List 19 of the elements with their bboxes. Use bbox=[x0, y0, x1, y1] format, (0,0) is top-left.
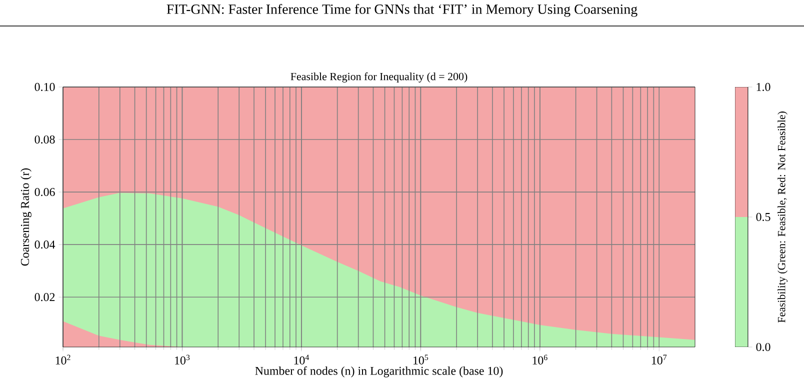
x-tick-label: 10$^{6}$ bbox=[532, 354, 548, 364]
y-axis-title: Coarsening Ratio (r) bbox=[20, 168, 32, 266]
y-tick-label: 0.08 bbox=[34, 135, 55, 144]
x-tick-label: 10$^{2}$ bbox=[56, 354, 70, 364]
color-bar-label: 0.5 bbox=[756, 212, 770, 222]
color-bar-label: 1.0 bbox=[756, 82, 770, 92]
color-bar-label: 0.0 bbox=[756, 342, 770, 352]
color-bar-title: Feasibility (Green: Feasible, Red: Not Feasible) bbox=[778, 112, 788, 323]
x-tick-label: 10$^{5}$ bbox=[414, 354, 428, 364]
chart-title: Feasible Region for Inequality (d = 200) bbox=[290, 72, 468, 82]
x-tick-label: 10$^{3}$ bbox=[175, 354, 190, 364]
x-tick-label: 10$^{7}$ bbox=[652, 354, 667, 364]
y-tick-label: 0.02 bbox=[34, 293, 55, 302]
y-tick-label: 0.04 bbox=[34, 240, 56, 249]
x-tick-label: 10$^{4}$ bbox=[294, 354, 310, 364]
y-tick-label: 0.10 bbox=[34, 82, 55, 92]
text: FIT-GNN: Faster Inference Time for GNNs that ‘FIT’ in Memory Using Coarsening bbox=[166, 4, 638, 17]
y-tick-label: 0.06 bbox=[34, 188, 55, 196]
x-axis-title: Number of nodes (n) in Logarithmic scale (base 10) bbox=[255, 366, 503, 378]
